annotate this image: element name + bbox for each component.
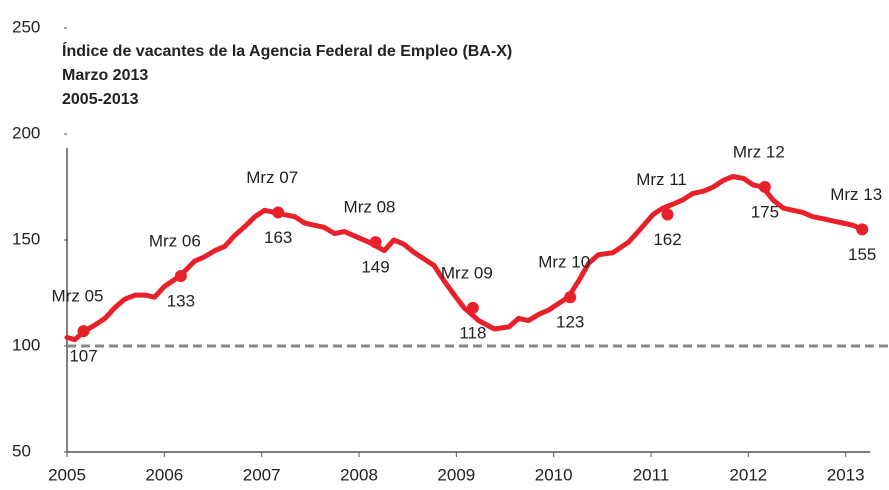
annotation-marker	[272, 206, 285, 219]
annotation-label: Mrz 05	[52, 287, 104, 306]
annotation-marker	[661, 208, 674, 221]
x-tick-label: 2007	[243, 465, 281, 484]
annotation-label: Mrz 13	[830, 185, 882, 204]
y-tick-label: 100	[12, 335, 40, 354]
annotation-label: Mrz 12	[733, 142, 785, 161]
annotation-value: 163	[264, 228, 292, 247]
annotation-marker	[174, 270, 187, 283]
x-tick-label: 2013	[827, 465, 865, 484]
annotation-label: Mrz 10	[538, 253, 590, 272]
data-line	[64, 173, 866, 343]
chart-subtitle: Marzo 2013	[62, 67, 148, 84]
y-tick-label: 150	[12, 229, 40, 248]
annotation-label: Mrz 08	[344, 198, 396, 217]
annotation-marker	[564, 291, 577, 304]
annotation-value: 107	[69, 347, 97, 366]
annotation-value: 162	[653, 230, 681, 249]
annotation-label: Mrz 09	[441, 263, 493, 282]
x-tick-label: 2006	[145, 465, 183, 484]
x-tick-label: 2005	[48, 465, 86, 484]
x-tick-label: 2011	[633, 465, 670, 484]
annotation-value: 155	[848, 245, 876, 264]
annotation-label: Mrz 06	[149, 232, 201, 251]
annotation-value: 149	[361, 258, 389, 277]
annotation-marker	[77, 325, 90, 338]
x-tick-label: 2012	[729, 465, 767, 484]
annotation-value: 175	[751, 202, 779, 221]
chart-subtitle: 2005-2013	[62, 91, 139, 108]
x-tick-label: 2009	[437, 465, 475, 484]
annotation-marker	[758, 181, 771, 193]
annotation-value: 118	[459, 323, 486, 342]
y-tick-label: 50	[12, 441, 31, 460]
x-tick-label: 2010	[535, 465, 573, 484]
annotation-value: 123	[556, 313, 584, 332]
annotation-value: 133	[167, 292, 195, 311]
y-tick-label: 200	[12, 123, 40, 142]
annotation-marker	[369, 236, 382, 249]
annotation-label: Mrz 11	[636, 170, 687, 189]
x-tick-label: 2008	[340, 465, 378, 484]
y-tick-label: 250	[12, 17, 40, 36]
annotation-marker	[466, 301, 479, 314]
annotation-label: Mrz 07	[246, 168, 298, 187]
chart-title: Índice de vacantes de la Agencia Federal…	[62, 41, 512, 60]
annotation-marker	[856, 223, 869, 236]
